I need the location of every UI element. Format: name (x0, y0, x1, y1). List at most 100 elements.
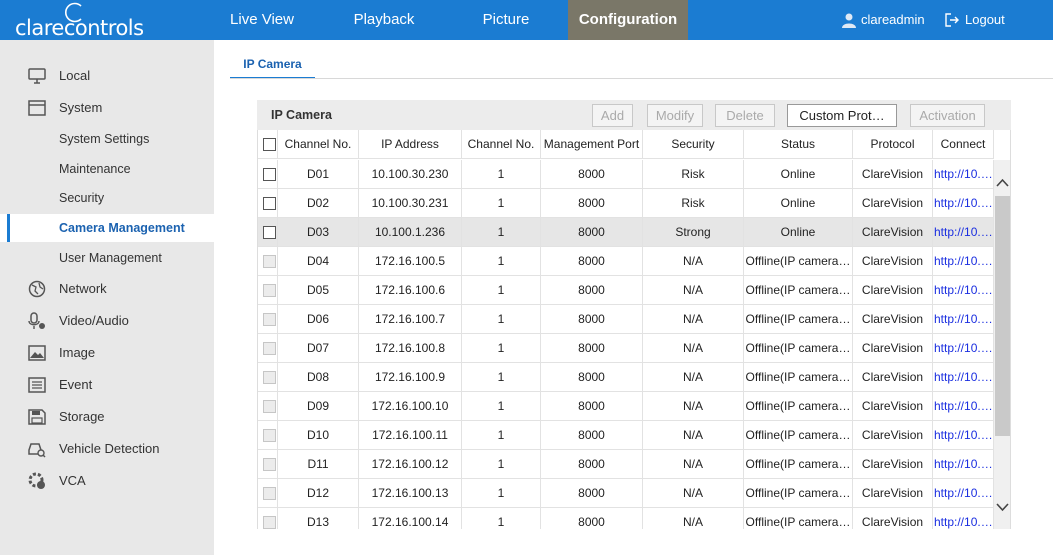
row-checkbox[interactable] (263, 197, 276, 210)
sidebar-item-security[interactable]: Security (0, 184, 214, 212)
cell-connect[interactable]: http://10.… (933, 363, 994, 391)
row-checkbox[interactable] (263, 313, 276, 326)
tab-playback[interactable]: Playback (353, 11, 415, 28)
cell-connect[interactable]: http://10.… (933, 479, 994, 507)
tab-ip-camera[interactable]: IP Camera (230, 52, 315, 79)
cell-port: 8000 (541, 334, 643, 362)
scroll-up-icon[interactable] (996, 178, 1009, 188)
row-checkbox[interactable] (263, 458, 276, 471)
clarecontrols-logo: clarecontrols (14, 2, 144, 40)
sidebar-item-video-audio[interactable]: Video/Audio (0, 306, 214, 336)
panel-title: IP Camera (271, 108, 332, 122)
table-row[interactable]: D09 172.16.100.10 1 8000 N/A Offline(IP camer… (258, 392, 994, 421)
sidebar-item-image[interactable]: Image (0, 338, 214, 368)
cell-status: Offline(IP camera… (744, 479, 853, 507)
user-account[interactable]: clareadmin (841, 0, 931, 40)
sidebar-item-system[interactable]: System (0, 93, 214, 123)
table-row[interactable]: D03 10.100.1.236 1 8000 Strong Online ClareVis… (258, 218, 994, 247)
sidebar-item-vca[interactable]: VCA (0, 466, 214, 496)
row-checkbox[interactable] (263, 516, 276, 529)
tab-live-view[interactable]: Live View (230, 11, 294, 28)
table-row[interactable]: D06 172.16.100.7 1 8000 N/A Offline(IP camera… (258, 305, 994, 334)
cell-connect[interactable]: http://10.100.1.236 (933, 218, 994, 246)
logout-icon (945, 13, 959, 27)
table-row[interactable]: D12 172.16.100.13 1 8000 N/A Offline(IP camer… (258, 479, 994, 508)
header-channel-no[interactable]: Channel No. (462, 130, 541, 158)
cell-port: 8000 (541, 247, 643, 275)
row-checkbox[interactable] (263, 284, 276, 297)
add-button[interactable]: Add (592, 104, 633, 127)
tab-configuration[interactable]: Configuration (568, 0, 688, 40)
table-row[interactable]: D04 172.16.100.5 1 8000 N/A Offline(IP camera… (258, 247, 994, 276)
cell-port: 8000 (541, 189, 643, 217)
cell-connect[interactable]: http://10.… (933, 450, 994, 478)
cell-security: N/A (643, 450, 744, 478)
scrollbar-thumb[interactable] (995, 196, 1010, 436)
cell-connect[interactable]: http://10.… (933, 508, 994, 529)
select-all-checkbox[interactable] (263, 138, 276, 151)
table-row[interactable]: D01 10.100.30.230 1 8000 Risk Online ClareVisi… (258, 160, 994, 189)
table-row[interactable]: D05 172.16.100.6 1 8000 N/A Offline(IP camera… (258, 276, 994, 305)
sidebar-label-maintenance: Maintenance (59, 162, 131, 176)
modify-button[interactable]: Modify (647, 104, 703, 127)
cell-status: Offline(IP camera… (744, 450, 853, 478)
row-checkbox[interactable] (263, 255, 276, 268)
storage-disk-icon (28, 409, 46, 425)
scroll-down-icon[interactable] (996, 502, 1009, 512)
header-channel[interactable]: Channel No. (278, 130, 359, 158)
cell-connect[interactable]: http://10.100.30.230 (933, 160, 994, 188)
table-row[interactable]: D13 172.16.100.14 1 8000 N/A Offline(IP camer… (258, 508, 994, 529)
row-checkbox[interactable] (263, 487, 276, 500)
table-vertical-scrollbar[interactable] (994, 160, 1010, 529)
sidebar-item-system-settings[interactable]: System Settings (0, 125, 214, 153)
row-checkbox[interactable] (263, 342, 276, 355)
cell-protocol: ClareVision (853, 247, 933, 275)
header-protocol[interactable]: Protocol (853, 130, 933, 158)
sidebar-item-camera-management[interactable]: Camera Management (0, 214, 214, 242)
table-row[interactable]: D11 172.16.100.12 1 8000 N/A Offline(IP camer… (258, 450, 994, 479)
header-connect[interactable]: Connect (933, 130, 994, 158)
monitor-icon (28, 68, 46, 84)
sidebar-item-maintenance[interactable]: Maintenance (0, 155, 214, 183)
cell-channel-no: 1 (462, 479, 541, 507)
cell-ip: 172.16.100.8 (359, 334, 462, 362)
cell-connect[interactable]: http://10.… (933, 421, 994, 449)
sidebar-label-local: Local (59, 68, 91, 83)
table-row[interactable]: D08 172.16.100.9 1 8000 N/A Offline(IP camera… (258, 363, 994, 392)
sidebar-item-user-management[interactable]: User Management (0, 244, 214, 272)
cell-connect[interactable]: http://10.100.30.231 (933, 189, 994, 217)
row-checkbox[interactable] (263, 371, 276, 384)
row-checkbox[interactable] (263, 400, 276, 413)
activation-button[interactable]: Activation (910, 104, 985, 127)
sidebar-item-network[interactable]: Network (0, 274, 214, 304)
delete-button[interactable]: Delete (715, 104, 775, 127)
cell-connect[interactable]: http://10.… (933, 276, 994, 304)
sidebar-item-event[interactable]: Event (0, 370, 214, 400)
tab-picture[interactable]: Picture (482, 11, 530, 28)
custom-protocol-button[interactable]: Custom Prot… (787, 104, 897, 127)
sidebar-item-local[interactable]: Local (0, 61, 214, 91)
row-checkbox[interactable] (263, 429, 276, 442)
cell-connect[interactable]: http://10.… (933, 247, 994, 275)
table-row[interactable]: D02 10.100.30.231 1 8000 Risk Online ClareVisi… (258, 189, 994, 218)
table-row[interactable]: D10 172.16.100.11 1 8000 N/A Offline(IP camer… (258, 421, 994, 450)
row-checkbox[interactable] (263, 168, 276, 181)
cell-ip: 172.16.100.6 (359, 276, 462, 304)
cell-security: N/A (643, 421, 744, 449)
header-status[interactable]: Status (744, 130, 853, 158)
cell-port: 8000 (541, 218, 643, 246)
table-row[interactable]: D07 172.16.100.8 1 8000 N/A Offline(IP camera… (258, 334, 994, 363)
row-checkbox[interactable] (263, 226, 276, 239)
cell-security: Risk (643, 189, 744, 217)
header-ip-address[interactable]: IP Address (359, 130, 462, 158)
logout-button[interactable]: Logout (945, 0, 1015, 40)
header-management-port[interactable]: Management Port (541, 130, 643, 158)
row-checkbox-cell (258, 450, 278, 478)
cell-connect[interactable]: http://10.… (933, 334, 994, 362)
sidebar-item-storage[interactable]: Storage (0, 402, 214, 432)
cell-connect[interactable]: http://10.… (933, 392, 994, 420)
sidebar-item-vehicle-detection[interactable]: Vehicle Detection (0, 434, 214, 464)
cell-connect[interactable]: http://10.… (933, 305, 994, 333)
row-checkbox-cell (258, 508, 278, 529)
header-security[interactable]: Security (643, 130, 744, 158)
